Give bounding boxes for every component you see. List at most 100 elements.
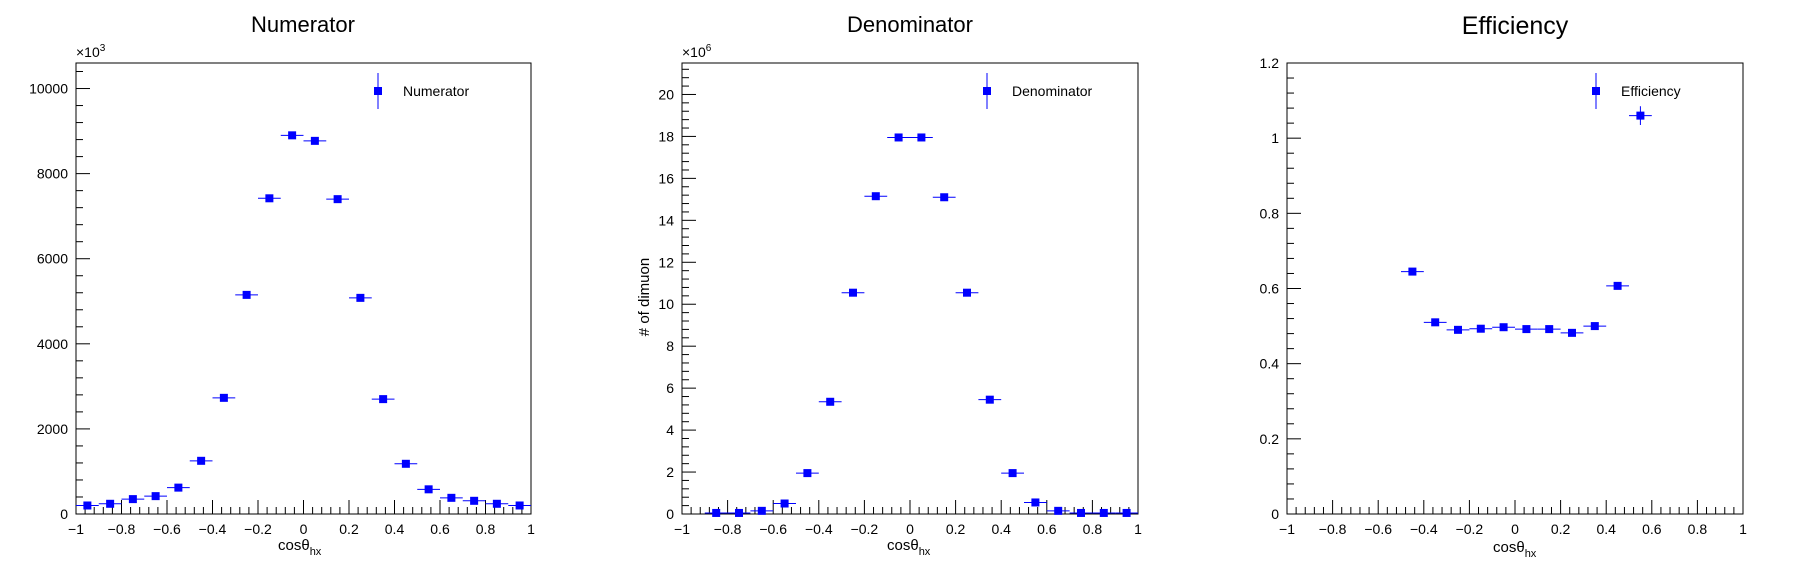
efficiency-legend-box bbox=[1584, 70, 1735, 112]
numerator-x-tick-label: −0.6 bbox=[153, 521, 181, 537]
efficiency-x-tick-label: 0.2 bbox=[1551, 521, 1571, 537]
numerator-legend-label: Numerator bbox=[403, 83, 469, 99]
efficiency-data-point bbox=[1613, 281, 1622, 290]
efficiency-title: Efficiency bbox=[1462, 12, 1569, 40]
numerator-x-tick-label: −0.8 bbox=[108, 521, 136, 537]
denominator-data-point bbox=[1008, 469, 1017, 478]
denominator-y-multiplier: ×106 bbox=[682, 43, 712, 60]
numerator-data-point bbox=[151, 492, 160, 501]
efficiency-x-tick-label: −0.4 bbox=[1410, 521, 1438, 537]
denominator-x-tick-label: 0.4 bbox=[991, 521, 1011, 537]
numerator-x-tick-label: 0 bbox=[300, 521, 308, 537]
efficiency-y-tick-label: 1 bbox=[1271, 130, 1279, 146]
numerator-data-point bbox=[447, 493, 456, 502]
numerator-data-point bbox=[310, 136, 319, 145]
efficiency-y-tick-label: 1.2 bbox=[1260, 55, 1280, 71]
denominator-legend: Denominator bbox=[1012, 83, 1092, 99]
efficiency-data-point bbox=[1431, 318, 1440, 327]
denominator-data-point bbox=[735, 508, 743, 517]
numerator-y-tick-label: 6000 bbox=[37, 251, 68, 267]
denominator-y-tick-label: 0 bbox=[666, 506, 674, 522]
numerator-title: Numerator bbox=[251, 12, 355, 37]
denominator-legend-box bbox=[975, 70, 1118, 112]
denominator-x-tick-label: 0.6 bbox=[1037, 521, 1057, 537]
efficiency-y-tick-label: 0.8 bbox=[1260, 205, 1280, 221]
numerator-data-point bbox=[379, 395, 388, 404]
efficiency-data-point bbox=[1476, 324, 1485, 333]
efficiency-y-tick-label: 0.6 bbox=[1260, 281, 1280, 297]
numerator-y-multiplier: ×103 bbox=[76, 43, 106, 60]
numerator-x-tick-label: −0.2 bbox=[244, 521, 272, 537]
numerator-y-tick-label: 8000 bbox=[37, 166, 68, 182]
efficiency-y-tick-label: 0.2 bbox=[1260, 431, 1280, 447]
denominator-data-point bbox=[1054, 506, 1063, 515]
efficiency-x-tick-label: −0.2 bbox=[1456, 521, 1484, 537]
denominator-plot-area: −1 −0.8 −0.6 −0.4 −0.2 0 0.2 0.4 0.6 0.8 102468101… bbox=[658, 62, 1142, 537]
denominator-x-tick-label: −0.2 bbox=[851, 521, 879, 537]
numerator-data-point bbox=[401, 459, 410, 468]
numerator-y-tick-label: 0 bbox=[60, 506, 68, 522]
denominator-data-point bbox=[780, 499, 789, 508]
numerator-data-point bbox=[128, 495, 137, 504]
efficiency-panel: Efficiency −1 −0.8 −0.6 −0.4 −0.2 0 0.2 0.4 0.6 0… bbox=[1260, 12, 1748, 560]
numerator-data-point bbox=[197, 456, 206, 465]
numerator-legend-marker bbox=[374, 87, 382, 95]
denominator-x-tick-label: −1 bbox=[674, 521, 690, 537]
numerator-data-point bbox=[470, 496, 479, 505]
denominator-y-tick-label: 6 bbox=[666, 380, 674, 396]
denominator-x-tick-label: −0.4 bbox=[805, 521, 833, 537]
efficiency-legend: Efficiency bbox=[1621, 83, 1681, 99]
numerator-legend-box bbox=[366, 70, 510, 112]
efficiency-plot-area: −1 −0.8 −0.6 −0.4 −0.2 0 0.2 0.4 0.6 0.8 1 0 0.2 0.4 0… bbox=[1260, 55, 1748, 537]
denominator-y-tick-label: 8 bbox=[666, 338, 674, 354]
denominator-x-axis-label: cosθhx bbox=[887, 537, 931, 558]
efficiency-data-point bbox=[1545, 325, 1554, 334]
efficiency-x-tick-label: 1 bbox=[1739, 521, 1747, 537]
numerator-data-point bbox=[424, 485, 433, 494]
denominator-data-point bbox=[871, 192, 880, 201]
efficiency-y-tick-label: 0.4 bbox=[1260, 356, 1280, 372]
efficiency-legend-label: Efficiency bbox=[1621, 83, 1681, 99]
numerator-y-tick-label: 4000 bbox=[37, 336, 68, 352]
efficiency-x-tick-label: 0.6 bbox=[1642, 521, 1662, 537]
denominator-data-point bbox=[1031, 498, 1040, 507]
denominator-data-point bbox=[985, 395, 994, 404]
denominator-data-point bbox=[894, 133, 903, 142]
denominator-data-point bbox=[803, 469, 812, 478]
denominator-data-point bbox=[1099, 508, 1108, 517]
denominator-y-tick-label: 4 bbox=[666, 422, 674, 438]
numerator-data-point bbox=[219, 393, 228, 402]
denominator-legend-marker bbox=[983, 87, 991, 95]
efficiency-data-point bbox=[1499, 323, 1508, 332]
denominator-y-tick-label: 16 bbox=[658, 170, 674, 186]
denominator-y-tick-label: 18 bbox=[658, 128, 674, 144]
efficiency-x-tick-label: 0 bbox=[1511, 521, 1519, 537]
numerator-plot-area: −1 −0.8 −0.6 −0.4 −0.2 0 0.2 0.4 0.6 0.8 1 0 2000 400… bbox=[29, 62, 535, 537]
numerator-x-tick-label: 1 bbox=[527, 521, 535, 537]
denominator-data-point bbox=[940, 193, 949, 202]
efficiency-data-point bbox=[1408, 267, 1417, 276]
denominator-x-tick-label: 1 bbox=[1134, 521, 1142, 537]
numerator-x-tick-label: 0.4 bbox=[385, 521, 405, 537]
denominator-data-point bbox=[826, 397, 835, 406]
denominator-y-tick-label: 20 bbox=[658, 86, 674, 102]
efficiency-x-tick-label: −1 bbox=[1279, 521, 1295, 537]
efficiency-x-axis-label: cosθhx bbox=[1493, 539, 1537, 560]
numerator-data-point bbox=[356, 293, 365, 302]
efficiency-data-point bbox=[1636, 111, 1645, 120]
denominator-data-point bbox=[849, 288, 857, 297]
efficiency-data-point bbox=[1568, 328, 1576, 337]
efficiency-x-tick-label: 0.4 bbox=[1596, 521, 1616, 537]
denominator-data-point bbox=[1122, 508, 1131, 517]
numerator-data-point bbox=[288, 131, 297, 140]
numerator-panel: Numerator −1 −0.8 −0.6 −0.4 −0.2 0 0.2 0.4 0.6 0.… bbox=[29, 12, 535, 558]
numerator-data-point bbox=[333, 195, 342, 204]
denominator-data-point bbox=[712, 508, 721, 517]
numerator-data-point bbox=[515, 501, 524, 510]
efficiency-legend-marker bbox=[1592, 87, 1600, 95]
denominator-data-point bbox=[963, 288, 971, 297]
numerator-data-point bbox=[83, 501, 92, 510]
efficiency-y-tick-label: 0 bbox=[1271, 506, 1279, 522]
denominator-legend-label: Denominator bbox=[1012, 83, 1092, 99]
